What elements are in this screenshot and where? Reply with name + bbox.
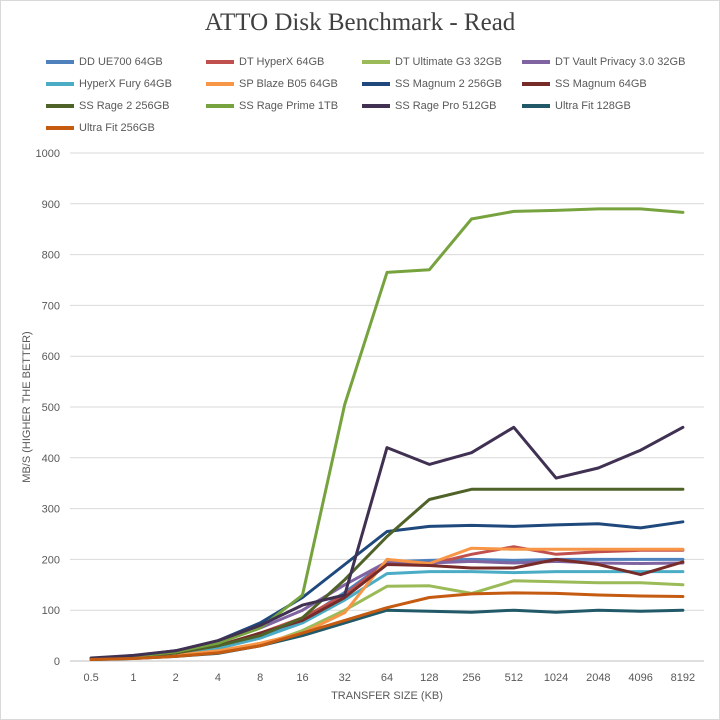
series-line-ultra-fit-256gb — [89, 591, 685, 661]
y-tick-label: 900 — [42, 199, 60, 211]
legend-label: SS Magnum 64GB — [555, 78, 647, 90]
x-tick-label: 0.5 — [83, 672, 98, 684]
legend-label: SS Rage Pro 512GB — [395, 100, 497, 112]
legend-label: DT Vault Privacy 3.0 32GB — [555, 56, 686, 68]
legend-swatch — [362, 104, 390, 108]
y-tick-label: 0 — [54, 656, 60, 668]
x-tick-label: 8 — [257, 672, 263, 684]
x-tick-label: 4096 — [628, 672, 652, 684]
x-tick-label: 64 — [381, 672, 393, 684]
legend-label: SS Magnum 2 256GB — [395, 78, 503, 90]
legend-swatch — [46, 126, 74, 130]
legend-label: Ultra Fit 256GB — [79, 122, 155, 134]
x-tick-label: 4 — [215, 672, 221, 684]
legend-label: Ultra Fit 128GB — [555, 100, 631, 112]
y-tick-label: 700 — [42, 300, 60, 312]
x-tick-label: 32 — [339, 672, 351, 684]
y-tick-label: 400 — [42, 453, 60, 465]
legend-swatch — [522, 82, 550, 86]
legend-swatch — [46, 104, 74, 108]
legend-label: SS Rage 2 256GB — [79, 100, 170, 112]
legend-label: DT Ultimate G3 32GB — [395, 56, 502, 68]
legend-label: SP Blaze B05 64GB — [239, 78, 338, 90]
legend-swatch — [522, 60, 550, 64]
legend-swatch — [206, 60, 234, 64]
x-tick-label: 8192 — [671, 672, 695, 684]
x-tick-label: 256 — [462, 672, 480, 684]
legend-swatch — [522, 104, 550, 108]
legend-swatch — [46, 60, 74, 64]
series-line-ss-rage-prime-1tb — [89, 207, 685, 661]
legend-swatch — [46, 82, 74, 86]
y-tick-label: 800 — [42, 250, 60, 262]
legend-label: HyperX Fury 64GB — [79, 78, 172, 90]
series-line-hyperx-fury-64gb — [89, 570, 685, 661]
chart-title: ATTO Disk Benchmark - Read — [204, 9, 516, 36]
legend-label: DT HyperX 64GB — [239, 56, 325, 68]
x-axis-title: TRANSFER SIZE (KB) — [331, 690, 443, 702]
y-axis-title: MB/S (HIGHER THE BETTER) — [21, 331, 33, 482]
x-tick-label: 1 — [130, 672, 136, 684]
x-tick-label: 128 — [420, 672, 438, 684]
x-tick-label: 16 — [296, 672, 308, 684]
y-tick-label: 1000 — [36, 148, 60, 160]
series-line-ss-rage-pro-512gb — [89, 425, 685, 660]
legend-swatch — [206, 82, 234, 86]
y-tick-label: 200 — [42, 554, 60, 566]
y-tick-label: 100 — [42, 605, 60, 617]
legend-label: SS Rage Prime 1TB — [239, 100, 339, 112]
x-tick-label: 512 — [505, 672, 523, 684]
x-tick-label: 2 — [173, 672, 179, 684]
legend-label: DD UE700 64GB — [79, 56, 163, 68]
legend-swatch — [362, 60, 390, 64]
series-line-ss-rage-2-256gb — [89, 487, 685, 661]
y-tick-label: 600 — [42, 351, 60, 363]
series-line-dt-ultimate-g3-32gb — [89, 579, 685, 661]
x-tick-label: 2048 — [586, 672, 610, 684]
y-tick-label: 300 — [42, 504, 60, 516]
series-line-ss-magnum-2-256gb — [89, 520, 685, 660]
y-tick-label: 500 — [42, 402, 60, 414]
legend-swatch — [206, 104, 234, 108]
legend-swatch — [362, 82, 390, 86]
x-tick-label: 1024 — [544, 672, 568, 684]
